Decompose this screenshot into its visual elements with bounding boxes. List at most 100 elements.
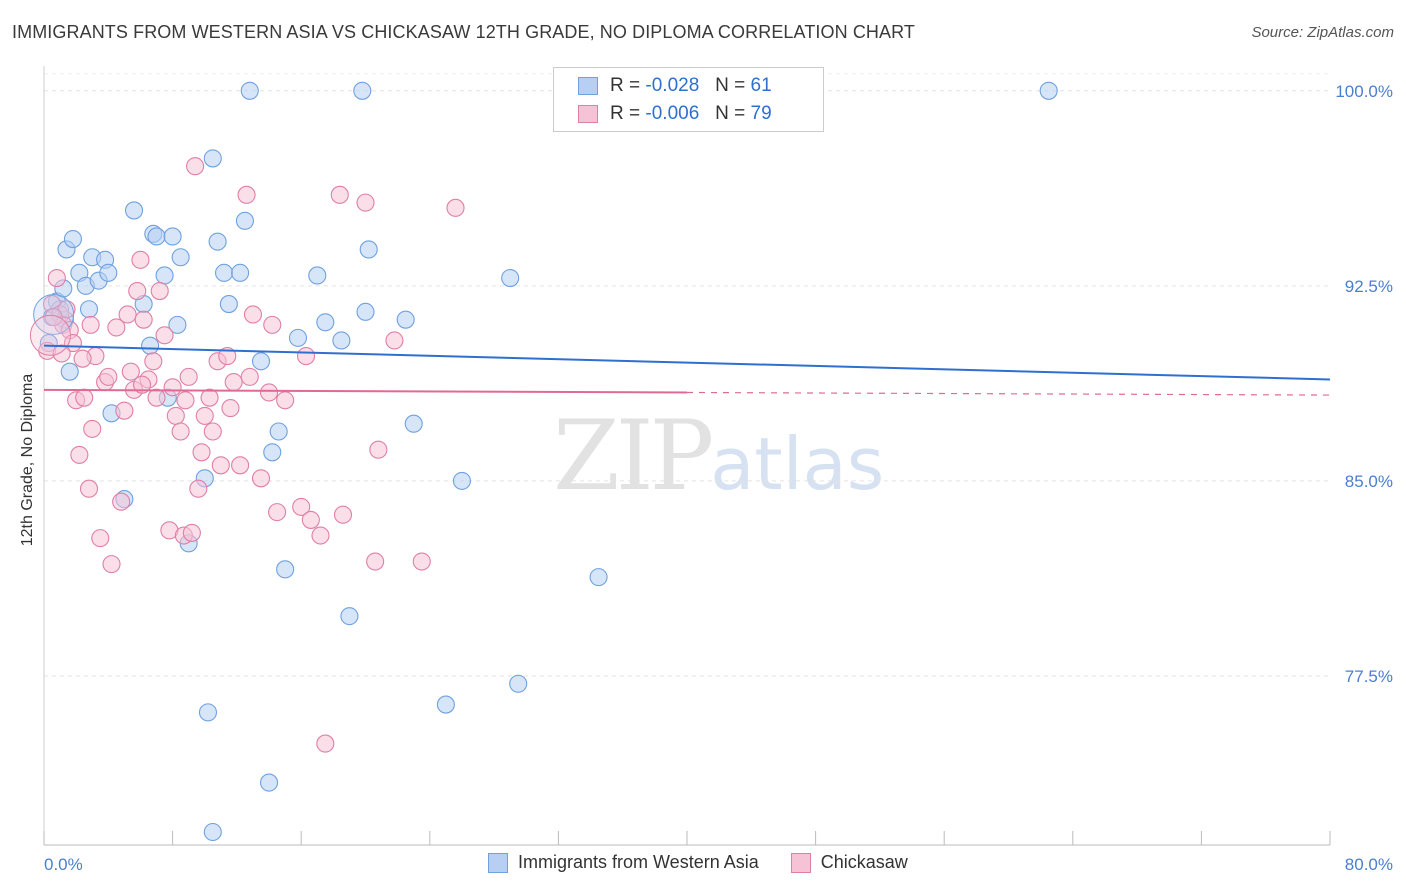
- data-point-chickasaw: [311, 526, 330, 545]
- data-point-western-asia: [141, 336, 160, 355]
- data-point-western-asia: [240, 81, 259, 100]
- data-point-chickasaw: [171, 422, 190, 441]
- data-point-chickasaw: [189, 479, 208, 498]
- data-point-western-asia: [353, 81, 372, 100]
- data-point-chickasaw: [73, 349, 92, 368]
- data-point-chickasaw: [102, 555, 121, 574]
- data-point-chickasaw: [333, 505, 353, 524]
- data-point-chickasaw: [243, 305, 263, 324]
- data-point-western-asia: [231, 263, 250, 282]
- y-tick-label: 77.5%: [1345, 667, 1393, 686]
- data-point-chickasaw: [131, 250, 150, 269]
- x-tick-label: 0.0%: [44, 855, 83, 874]
- series-legend-item-chickasaw[interactable]: Chickasaw: [790, 852, 908, 873]
- data-point-western-asia: [263, 443, 282, 462]
- data-point-chickasaw: [218, 347, 237, 366]
- data-point-chickasaw: [237, 185, 256, 204]
- data-point-chickasaw: [268, 503, 287, 522]
- data-point-chickasaw: [79, 479, 99, 498]
- data-point-western-asia: [203, 149, 222, 168]
- data-point-chickasaw: [195, 406, 214, 425]
- trend-line-chickasaw-extrapolated: [686, 391, 1331, 396]
- data-point-chickasaw: [112, 492, 131, 511]
- data-point-western-asia: [251, 352, 271, 371]
- data-point-chickasaw: [83, 419, 102, 438]
- data-point-chickasaw: [330, 185, 349, 204]
- data-point-chickasaw: [211, 456, 230, 475]
- data-point-chickasaw: [107, 318, 126, 337]
- data-point-chickasaw: [179, 367, 198, 386]
- data-point-chickasaw: [203, 422, 222, 441]
- legend-swatch-blue: [578, 77, 598, 95]
- data-point-chickasaw: [356, 193, 375, 212]
- legend-n-value: 79: [750, 103, 772, 124]
- data-point-chickasaw: [192, 443, 211, 462]
- data-point-chickasaw: [259, 383, 279, 402]
- data-point-western-asia: [316, 313, 335, 332]
- data-point-chickasaw: [128, 282, 147, 301]
- data-point-chickasaw: [446, 198, 465, 217]
- data-point-chickasaw: [369, 440, 388, 459]
- series-legend: Immigrants from Western Asia Chickasaw: [488, 852, 940, 873]
- data-point-western-asia: [359, 240, 378, 259]
- data-point-chickasaw: [44, 308, 63, 327]
- data-point-western-asia: [452, 471, 472, 490]
- data-point-western-asia: [332, 331, 351, 350]
- data-point-chickasaw: [186, 157, 205, 176]
- legend-row-western-asia: R = -0.028 N = 61: [578, 73, 772, 99]
- data-point-chickasaw: [316, 734, 335, 753]
- legend-r-value: -0.028: [645, 75, 700, 96]
- data-point-cluster-chickasaw: [29, 314, 71, 356]
- legend-r-label: R =: [610, 75, 641, 96]
- data-point-chickasaw: [412, 552, 431, 571]
- data-point-western-asia: [589, 568, 608, 587]
- data-point-western-asia: [501, 269, 520, 288]
- data-point-western-asia: [404, 414, 423, 433]
- data-point-western-asia: [269, 422, 288, 441]
- data-point-western-asia: [235, 211, 254, 230]
- watermark: ZIPatlas: [553, 400, 884, 512]
- data-point-chickasaw: [240, 367, 259, 386]
- data-point-chickasaw: [182, 523, 201, 542]
- data-point-chickasaw: [81, 315, 100, 334]
- series-legend-label: Chickasaw: [820, 852, 908, 872]
- data-point-western-asia: [60, 362, 79, 381]
- legend-n-label: N =: [715, 103, 746, 124]
- data-point-western-asia: [171, 248, 190, 267]
- y-tick-label: 100.0%: [1335, 82, 1393, 101]
- legend-n-label: N =: [715, 75, 746, 96]
- series-swatch-pink: [790, 852, 811, 873]
- data-point-western-asia: [288, 328, 308, 347]
- series-legend-item-western-asia[interactable]: Immigrants from Western Asia: [488, 852, 759, 873]
- legend-swatch-pink: [578, 105, 598, 123]
- data-point-chickasaw: [221, 399, 240, 418]
- data-point-chickasaw: [176, 391, 195, 410]
- data-point-western-asia: [63, 229, 82, 249]
- data-point-chickasaw: [296, 347, 316, 366]
- data-point-western-asia: [259, 773, 279, 792]
- legend-row-chickasaw: R = -0.006 N = 79: [578, 101, 772, 127]
- data-point-western-asia: [396, 310, 415, 329]
- data-point-western-asia: [198, 703, 218, 722]
- data-point-chickasaw: [134, 310, 153, 329]
- data-point-chickasaw: [292, 497, 311, 516]
- data-point-western-asia: [509, 674, 528, 693]
- data-point-chickasaw: [118, 305, 137, 324]
- y-tick-label: 92.5%: [1345, 277, 1393, 296]
- data-point-western-asia: [1039, 81, 1058, 100]
- chart-title: IMMIGRANTS FROM WESTERN ASIA VS CHICKASA…: [12, 22, 915, 42]
- data-point-chickasaw: [163, 378, 182, 397]
- data-point-chickasaw: [385, 331, 404, 350]
- data-point-western-asia: [356, 302, 375, 321]
- data-point-chickasaw: [251, 469, 271, 488]
- legend-r-label: R =: [610, 103, 641, 124]
- data-point-western-asia: [147, 227, 166, 246]
- x-tick-label: 80.0%: [1345, 855, 1393, 874]
- data-point-western-asia: [79, 300, 99, 319]
- series-legend-label: Immigrants from Western Asia: [518, 852, 759, 872]
- legend-n-value: 61: [750, 75, 772, 96]
- data-point-chickasaw: [301, 510, 320, 529]
- data-point-chickasaw: [224, 373, 243, 392]
- watermark-atlas: atlas: [710, 422, 885, 506]
- data-point-western-asia: [214, 263, 234, 282]
